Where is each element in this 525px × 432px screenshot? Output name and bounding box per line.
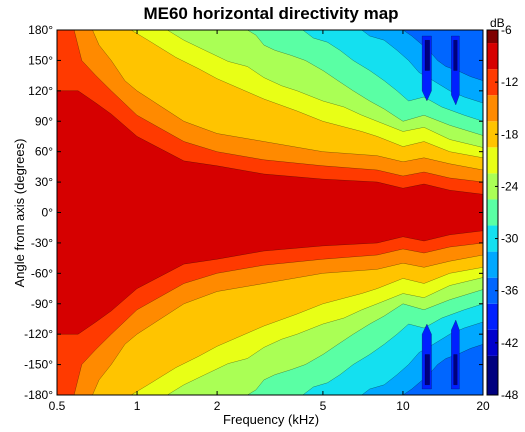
colorbar-segment bbox=[487, 251, 498, 278]
colorbar-tick-label: -36 bbox=[501, 284, 519, 298]
y-tick-label: 120° bbox=[28, 84, 53, 98]
colorbar-tick-label: -48 bbox=[501, 388, 519, 402]
colorbar-tick-label: -30 bbox=[501, 232, 519, 246]
colorbar-segment bbox=[487, 303, 498, 330]
y-tick-label: -150° bbox=[24, 358, 53, 372]
colorbar-segment bbox=[487, 225, 498, 252]
colorbar-tick-label: -18 bbox=[501, 127, 519, 141]
y-tick-label: 90° bbox=[35, 114, 53, 128]
deep-null-region bbox=[424, 354, 430, 386]
y-tick-label: -60° bbox=[31, 266, 53, 280]
chart-title: ME60 horizontal directivity map bbox=[143, 4, 398, 23]
x-tick-label: 1 bbox=[134, 399, 141, 413]
y-tick-label: -180° bbox=[24, 388, 53, 402]
contour-region bbox=[57, 90, 483, 335]
colorbar-segment bbox=[487, 329, 498, 356]
y-tick-label: 0° bbox=[42, 206, 54, 220]
x-axis-label: Frequency (kHz) bbox=[223, 412, 319, 427]
colorbar-segment bbox=[487, 121, 498, 148]
colorbar-segment bbox=[487, 173, 498, 200]
colorbar-tick-label: -12 bbox=[501, 75, 519, 89]
colorbar-segment bbox=[487, 69, 498, 96]
colorbar-tick-label: -42 bbox=[501, 336, 519, 350]
colorbar-tick-label: -6 bbox=[501, 23, 512, 37]
colorbar: -6 -12 -18 -24 -30 -36 -42 -48 bbox=[486, 23, 519, 402]
colorbar-segment bbox=[487, 355, 498, 395]
deep-null-region bbox=[424, 39, 430, 71]
colorbar-segment bbox=[487, 277, 498, 304]
y-tick-label: -120° bbox=[24, 327, 53, 341]
y-tick-label: 60° bbox=[35, 145, 53, 159]
colorbar-segment bbox=[487, 147, 498, 174]
colorbar-segment bbox=[487, 30, 498, 44]
plot-area bbox=[56, 29, 484, 396]
x-axis-ticks: 0.5 1 2 5 10 20 bbox=[49, 30, 490, 413]
y-tick-label: -30° bbox=[31, 236, 53, 250]
colorbar-segment bbox=[487, 95, 498, 122]
deep-null-region bbox=[453, 39, 458, 71]
x-tick-label: 10 bbox=[396, 399, 410, 413]
x-tick-label: 2 bbox=[214, 399, 221, 413]
colorbar-segment bbox=[487, 43, 498, 70]
y-tick-label: 180° bbox=[28, 23, 53, 37]
colorbar-tick-label: -24 bbox=[501, 179, 519, 193]
y-tick-label: 150° bbox=[28, 53, 53, 67]
colorbar-segment bbox=[487, 199, 498, 226]
x-tick-label: 5 bbox=[320, 399, 327, 413]
y-axis-label: Angle from axis (degrees) bbox=[12, 139, 27, 288]
y-axis-ticks: 180° 150° 120° 90° 60° 30° 0° -30° -60° -90° -120°… bbox=[24, 23, 483, 402]
deep-null-region bbox=[453, 354, 458, 386]
colorbar-frame bbox=[486, 29, 499, 396]
y-tick-label: 30° bbox=[35, 175, 53, 189]
x-tick-label: 0.5 bbox=[49, 399, 66, 413]
x-tick-label: 20 bbox=[476, 399, 490, 413]
colorbar-unit-label: dB bbox=[490, 16, 505, 30]
y-tick-label: -90° bbox=[31, 297, 53, 311]
